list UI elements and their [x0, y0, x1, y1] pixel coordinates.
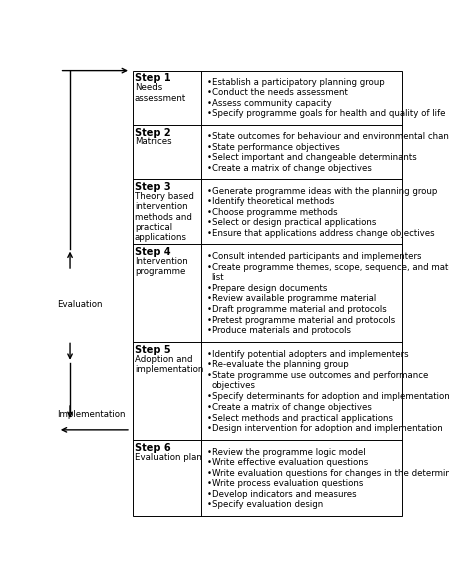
- Text: •: •: [207, 350, 212, 358]
- Text: Review available programme material: Review available programme material: [211, 295, 376, 303]
- Text: Consult intended participants and implementers: Consult intended participants and implem…: [211, 252, 421, 261]
- Text: Adoption and
implementation: Adoption and implementation: [135, 355, 203, 374]
- Text: Write effective evaluation questions: Write effective evaluation questions: [211, 458, 368, 467]
- Text: •: •: [207, 153, 212, 162]
- Text: Identify theoretical methods: Identify theoretical methods: [211, 197, 334, 206]
- Text: Choose programme methods: Choose programme methods: [211, 207, 337, 217]
- Text: Prepare design documents: Prepare design documents: [211, 284, 327, 293]
- Text: Step 3: Step 3: [135, 182, 170, 192]
- Text: Draft programme material and protocols: Draft programme material and protocols: [211, 305, 387, 314]
- Text: •: •: [207, 78, 212, 87]
- Text: •: •: [207, 143, 212, 152]
- Text: Select or design practical applications: Select or design practical applications: [211, 218, 376, 227]
- Text: Step 1: Step 1: [135, 73, 170, 83]
- Text: Intervention
programme: Intervention programme: [135, 257, 188, 277]
- Text: State programme use outcomes and performance
objectives: State programme use outcomes and perform…: [211, 371, 428, 390]
- Text: Conduct the needs assessment: Conduct the needs assessment: [211, 88, 348, 98]
- Text: •: •: [207, 263, 212, 271]
- Text: Implementation: Implementation: [57, 410, 125, 419]
- Text: •: •: [207, 490, 212, 498]
- Text: •: •: [207, 447, 212, 457]
- Text: Needs
assessment: Needs assessment: [135, 83, 186, 102]
- Text: Develop indicators and measures: Develop indicators and measures: [211, 490, 357, 498]
- Text: State performance objectives: State performance objectives: [211, 143, 339, 152]
- Text: •: •: [207, 360, 212, 370]
- Text: •: •: [207, 229, 212, 238]
- Text: Step 2: Step 2: [135, 128, 170, 138]
- Text: •: •: [207, 327, 212, 335]
- Text: Specify evaluation design: Specify evaluation design: [211, 500, 323, 510]
- Text: Generate programme ideas with the planning group: Generate programme ideas with the planni…: [211, 187, 437, 196]
- Text: Write evaluation questions for changes in the determinar: Write evaluation questions for changes i…: [211, 469, 449, 478]
- Text: Step 6: Step 6: [135, 443, 170, 453]
- Text: Specify programme goals for health and quality of life: Specify programme goals for health and q…: [211, 109, 445, 119]
- Text: Create a matrix of change objectives: Create a matrix of change objectives: [211, 403, 371, 412]
- Text: Select important and changeable determinants: Select important and changeable determin…: [211, 153, 416, 162]
- Text: •: •: [207, 479, 212, 488]
- Text: Design intervention for adoption and implementation: Design intervention for adoption and imp…: [211, 424, 442, 433]
- Text: •: •: [207, 371, 212, 380]
- Text: Create a matrix of change objectives: Create a matrix of change objectives: [211, 164, 371, 173]
- Text: •: •: [207, 252, 212, 261]
- Text: Specify determinants for adoption and implementation: Specify determinants for adoption and im…: [211, 392, 449, 401]
- Text: •: •: [207, 305, 212, 314]
- Text: Produce materials and protocols: Produce materials and protocols: [211, 327, 351, 335]
- Text: Establish a participatory planning group: Establish a participatory planning group: [211, 78, 384, 87]
- Text: •: •: [207, 187, 212, 196]
- Text: Write process evaluation questions: Write process evaluation questions: [211, 479, 363, 488]
- Text: •: •: [207, 197, 212, 206]
- Text: Pretest programme material and protocols: Pretest programme material and protocols: [211, 315, 395, 325]
- Text: •: •: [207, 218, 212, 227]
- Text: •: •: [207, 392, 212, 401]
- Text: •: •: [207, 500, 212, 510]
- Text: Select methods and practical applications: Select methods and practical application…: [211, 414, 393, 422]
- Text: •: •: [207, 403, 212, 412]
- Text: •: •: [207, 424, 212, 433]
- Text: •: •: [207, 207, 212, 217]
- Text: Ensure that applications address change objectives: Ensure that applications address change …: [211, 229, 434, 238]
- Text: •: •: [207, 109, 212, 119]
- Text: •: •: [207, 88, 212, 98]
- Text: •: •: [207, 132, 212, 141]
- Text: Create programme themes, scope, sequence, and materia
list: Create programme themes, scope, sequence…: [211, 263, 449, 282]
- Text: •: •: [207, 414, 212, 422]
- Text: •: •: [207, 315, 212, 325]
- Text: •: •: [207, 99, 212, 108]
- Text: Re-evaluate the planning group: Re-evaluate the planning group: [211, 360, 348, 370]
- Text: •: •: [207, 164, 212, 173]
- Text: Evaluation: Evaluation: [57, 300, 102, 309]
- Text: •: •: [207, 469, 212, 478]
- Text: •: •: [207, 295, 212, 303]
- Text: State outcomes for behaviour and environmental change: State outcomes for behaviour and environ…: [211, 132, 449, 141]
- Text: Step 4: Step 4: [135, 247, 170, 257]
- Text: Review the programme logic model: Review the programme logic model: [211, 447, 365, 457]
- Text: Matrices: Matrices: [135, 138, 172, 146]
- Text: •: •: [207, 458, 212, 467]
- Text: Identify potential adopters and implementers: Identify potential adopters and implemen…: [211, 350, 408, 358]
- Text: •: •: [207, 284, 212, 293]
- Text: Evaluation plan: Evaluation plan: [135, 453, 202, 462]
- Text: Assess community capacity: Assess community capacity: [211, 99, 331, 108]
- Bar: [133, 71, 402, 516]
- Text: Step 5: Step 5: [135, 345, 170, 355]
- Text: Theory based
intervention
methods and
practical
applications: Theory based intervention methods and pr…: [135, 192, 194, 242]
